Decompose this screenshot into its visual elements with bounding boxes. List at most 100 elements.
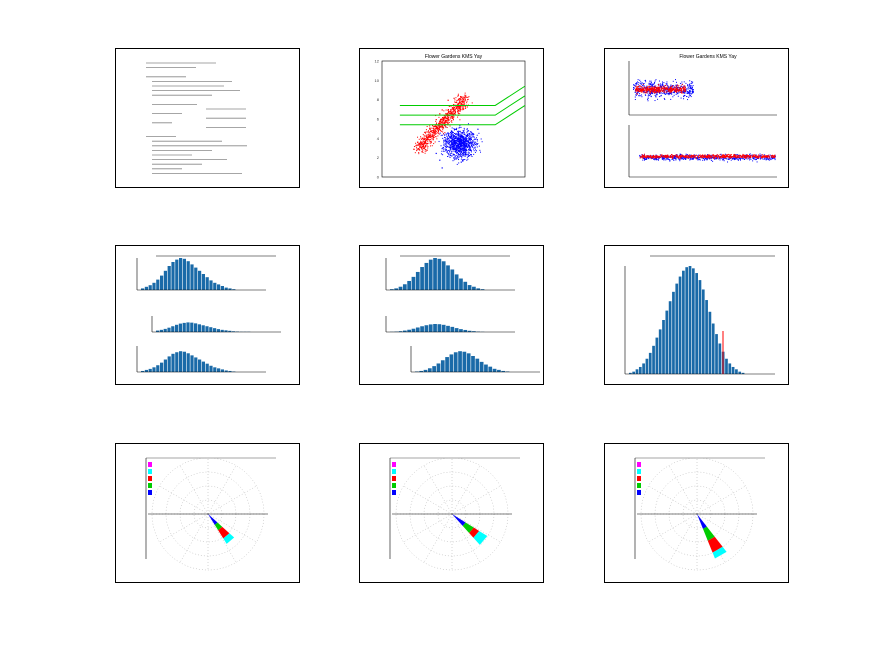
scatter-point	[422, 145, 424, 147]
scatter-point	[762, 156, 764, 158]
scatter-point	[704, 155, 706, 157]
thumb-text-page[interactable]	[115, 48, 300, 188]
scatter-point	[418, 151, 420, 153]
scatter-point	[450, 108, 452, 110]
scatter-point	[658, 90, 660, 92]
thumb-histogram-stacked-2[interactable]	[359, 245, 544, 385]
scatter-point	[708, 157, 710, 159]
thumb-wind-rose-2[interactable]	[359, 443, 544, 583]
scatter-point	[480, 138, 482, 140]
scatter-point	[462, 137, 464, 139]
scatter-point	[451, 138, 453, 140]
scatter-point	[427, 136, 429, 138]
scatter-point	[667, 87, 669, 89]
y-tick-label: 8	[377, 97, 380, 102]
scatter-point	[463, 147, 465, 149]
scatter-point	[424, 132, 426, 134]
scatter-point	[442, 126, 444, 128]
scatter-point	[650, 88, 652, 90]
scatter-point	[677, 87, 679, 89]
scatter-point	[450, 131, 452, 133]
rose-spoke	[696, 485, 746, 515]
scatter-point	[653, 82, 655, 84]
scatter-point	[446, 118, 448, 120]
thumb-wind-rose-3[interactable]	[604, 443, 789, 583]
histogram-bar	[735, 369, 738, 374]
scatter-point	[423, 134, 425, 136]
scatter-point	[463, 149, 465, 151]
scatter-point	[723, 155, 725, 157]
scatter-point	[454, 135, 456, 137]
scatter-point	[417, 149, 419, 151]
scatter-point	[462, 130, 464, 132]
scatter-point	[437, 130, 439, 132]
scatter-point	[432, 139, 434, 141]
scatter-point	[450, 155, 452, 157]
scatter-point	[652, 156, 654, 158]
scatter-point	[457, 95, 459, 97]
scatter-point	[774, 155, 776, 157]
scatter-point	[646, 89, 648, 91]
histogram-bar	[190, 264, 194, 290]
thumb-scatter[interactable]: Flower Gardens KMS Yay 0 2 4 6 8 10 12	[359, 48, 544, 188]
scatter-point	[683, 95, 685, 97]
histogram-bar	[217, 368, 221, 372]
scatter-point	[451, 127, 453, 129]
scatter-point	[458, 150, 460, 152]
scatter-point	[667, 86, 669, 88]
scatter-point	[704, 154, 706, 156]
scatter-point	[458, 137, 460, 139]
scatter-point	[427, 131, 429, 133]
scatter-point	[688, 96, 690, 98]
scatter-point	[441, 127, 443, 129]
scatter-point	[427, 142, 429, 144]
scatter-point	[706, 156, 708, 158]
scatter-point	[633, 86, 635, 88]
scatter-point	[643, 156, 645, 158]
scatter-point	[476, 134, 478, 136]
scatter-point	[447, 135, 449, 137]
rose-spoke	[696, 465, 726, 515]
scatter-point	[690, 155, 692, 157]
scatter-point	[719, 154, 721, 156]
scatter-point	[442, 121, 444, 123]
scatter-point	[469, 132, 471, 134]
scatter-point	[471, 132, 473, 134]
scatter-point	[676, 89, 678, 91]
scatter-point	[459, 108, 461, 110]
scatter-point	[761, 155, 763, 157]
thumb-wind-rose-1[interactable]	[115, 443, 300, 583]
scatter-point	[425, 129, 427, 131]
scatter-point	[463, 97, 465, 99]
scatter-point	[737, 155, 739, 157]
scatter-point	[429, 140, 431, 142]
scatter-point	[703, 156, 705, 158]
scatter-point	[731, 156, 733, 158]
scatter-point	[723, 158, 725, 160]
scatter-point	[459, 143, 461, 145]
scatter-point	[660, 83, 662, 85]
scatter-point	[705, 156, 707, 158]
scatter-point	[653, 83, 655, 85]
scatter-point	[634, 84, 636, 86]
scatter-point	[752, 157, 754, 159]
scatter-point	[460, 147, 462, 149]
scatter-point	[448, 143, 450, 145]
scatter-point	[722, 159, 724, 161]
scatter-point	[684, 87, 686, 89]
scatter-point	[692, 89, 694, 91]
scatter-point	[451, 106, 453, 108]
thumb-scatter-stacked[interactable]: Flower Gardens KMS Yay	[604, 48, 789, 188]
thumb-histogram[interactable]	[604, 245, 789, 385]
scatter-point	[433, 136, 435, 138]
scatter-point	[442, 154, 444, 156]
scatter-point	[449, 137, 451, 139]
scatter-point	[444, 122, 446, 124]
scatter-point	[463, 144, 465, 146]
scatter-point	[656, 88, 658, 90]
scatter-point	[470, 149, 472, 151]
scatter-point	[454, 108, 456, 110]
scatter-point	[676, 154, 678, 156]
thumb-histogram-stacked-1[interactable]	[115, 245, 300, 385]
scatter-point	[716, 157, 718, 159]
